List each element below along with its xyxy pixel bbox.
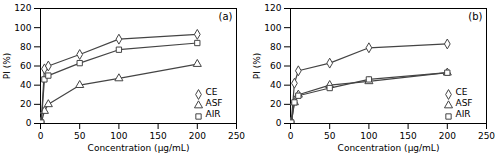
svg-text:CE: CE	[206, 87, 218, 97]
svg-text:20: 20	[270, 99, 282, 109]
svg-text:120: 120	[14, 3, 31, 13]
svg-text:ASF: ASF	[456, 98, 473, 108]
svg-text:(b): (b)	[468, 11, 482, 22]
svg-text:0: 0	[38, 131, 44, 141]
svg-text:0: 0	[26, 118, 32, 128]
svg-text:PI (%): PI (%)	[252, 53, 262, 80]
svg-text:120: 120	[264, 3, 281, 13]
svg-text:0: 0	[288, 131, 294, 141]
svg-text:150: 150	[400, 131, 417, 141]
svg-text:50: 50	[324, 131, 336, 141]
svg-text:PI (%): PI (%)	[2, 53, 12, 80]
svg-text:60: 60	[270, 61, 282, 71]
svg-text:AIR: AIR	[206, 109, 221, 119]
svg-text:CE: CE	[456, 87, 468, 97]
svg-text:150: 150	[150, 131, 167, 141]
svg-text:50: 50	[74, 131, 86, 141]
svg-text:60: 60	[20, 61, 32, 71]
svg-text:200: 200	[189, 131, 206, 141]
svg-text:Concentration (μg/mL): Concentration (μg/mL)	[338, 143, 440, 153]
svg-text:80: 80	[20, 42, 32, 52]
svg-text:200: 200	[439, 131, 456, 141]
svg-text:(a): (a)	[219, 11, 233, 22]
svg-text:40: 40	[270, 80, 282, 90]
svg-text:100: 100	[264, 23, 281, 33]
svg-text:20: 20	[20, 99, 32, 109]
svg-text:80: 80	[270, 42, 282, 52]
svg-text:250: 250	[228, 131, 245, 141]
svg-text:250: 250	[478, 131, 495, 141]
svg-text:100: 100	[360, 131, 377, 141]
svg-text:40: 40	[20, 80, 32, 90]
svg-text:AIR: AIR	[456, 109, 471, 119]
svg-text:100: 100	[110, 131, 127, 141]
svg-text:Concentration (μg/mL): Concentration (μg/mL)	[88, 143, 190, 153]
svg-text:0: 0	[276, 118, 282, 128]
svg-text:100: 100	[14, 23, 31, 33]
svg-text:ASF: ASF	[206, 98, 223, 108]
